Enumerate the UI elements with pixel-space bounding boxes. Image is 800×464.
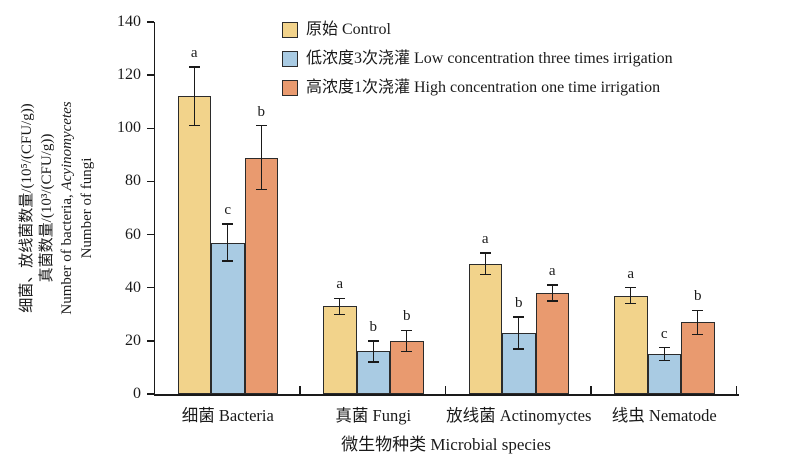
error-bar-cap (401, 350, 413, 353)
x-category-label: 真菌 Fungi (335, 406, 412, 425)
x-tick (735, 386, 737, 394)
y-tick (146, 286, 154, 289)
error-bar-cap (367, 361, 379, 363)
sig-letter: a (481, 231, 489, 248)
error-bar-line (697, 310, 699, 335)
legend-label: 原始 Control (306, 21, 391, 38)
y-tick (146, 393, 154, 395)
error-bar-cap (546, 284, 558, 286)
sig-letter: c (660, 325, 668, 342)
x-axis-line (153, 394, 739, 396)
y-tick (146, 233, 154, 236)
error-bar-line (193, 67, 195, 126)
sig-letter: c (224, 201, 232, 218)
error-bar-line (227, 223, 229, 262)
y-tick (146, 180, 154, 183)
sig-letter: b (369, 318, 378, 335)
y-axis-line (153, 22, 155, 396)
sig-letter: a (627, 265, 635, 282)
error-bar-cap (658, 360, 670, 362)
bar (535, 293, 569, 394)
error-bar-cap (625, 287, 637, 289)
error-bar-cap (479, 252, 491, 254)
y-tick-label: 140 (117, 13, 141, 30)
y-tick-label: 0 (133, 385, 141, 402)
sig-letter: b (515, 294, 523, 311)
error-bar-line (663, 347, 665, 361)
y-tick-label: 40 (125, 278, 141, 296)
legend-swatch (282, 80, 298, 96)
legend-swatch (282, 22, 298, 38)
sig-letter: b (257, 103, 266, 120)
error-bar-cap (188, 124, 200, 127)
legend-swatch (282, 51, 298, 67)
error-bar-cap (334, 297, 346, 300)
y-tick-label: 100 (117, 119, 141, 137)
error-bar-line (406, 330, 408, 352)
error-bar-line (518, 316, 520, 349)
y-tick-label: 80 (125, 172, 141, 190)
error-bar-cap (692, 309, 704, 311)
y-tick (146, 127, 154, 130)
error-bar-cap (255, 124, 267, 127)
error-bar-cap (546, 300, 558, 302)
error-bar-cap (658, 346, 670, 349)
error-bar-cap (222, 260, 234, 262)
bar (177, 96, 211, 394)
bar (323, 306, 357, 394)
error-bar-line (630, 287, 632, 304)
bar (390, 340, 424, 394)
y-tick-label: 60 (125, 225, 141, 243)
bar (468, 263, 502, 394)
error-bar-cap (479, 273, 491, 276)
x-category-label: 放线菌 Actinomyctes (446, 406, 592, 425)
bar (211, 242, 245, 394)
error-bar-cap (188, 66, 200, 68)
x-tick (590, 386, 592, 394)
sig-letter: a (336, 276, 344, 293)
error-bar-cap (367, 340, 379, 342)
error-bar-cap (692, 333, 704, 335)
legend-label: 低浓度3次浇灌 Low concentration three times ir… (306, 50, 673, 67)
y-tick (146, 340, 154, 342)
y-tick (146, 21, 154, 23)
x-axis-title: 微生物种类 Microbial species (341, 435, 551, 454)
error-bar-line (260, 125, 262, 190)
error-bar-line (484, 253, 486, 275)
error-bar-cap (222, 223, 234, 225)
x-category-label: 线虫 Nematode (611, 406, 717, 425)
y-tick-label: 20 (125, 331, 141, 349)
x-tick (444, 386, 446, 394)
error-bar-cap (401, 329, 413, 331)
bar (356, 351, 390, 394)
sig-letter: a (548, 263, 556, 280)
sig-letter: a (190, 45, 198, 62)
error-bar-cap (625, 302, 637, 305)
bar (614, 295, 648, 394)
legend-label: 高浓度1次浇灌 High concentration one time irri… (306, 79, 661, 96)
error-bar-line (372, 340, 374, 363)
y-tick (146, 74, 154, 76)
y-tick-label: 120 (117, 66, 141, 84)
bar (244, 157, 278, 394)
sig-letter: b (694, 288, 702, 305)
x-tick (299, 386, 301, 394)
error-bar-cap (513, 316, 525, 318)
x-category-label: 细菌 Bacteria (181, 406, 274, 425)
error-bar-line (339, 298, 341, 315)
error-bar-cap (334, 313, 346, 315)
error-bar-line (551, 285, 553, 301)
error-bar-cap (513, 348, 525, 350)
error-bar-cap (255, 188, 267, 191)
sig-letter: b (403, 308, 411, 325)
